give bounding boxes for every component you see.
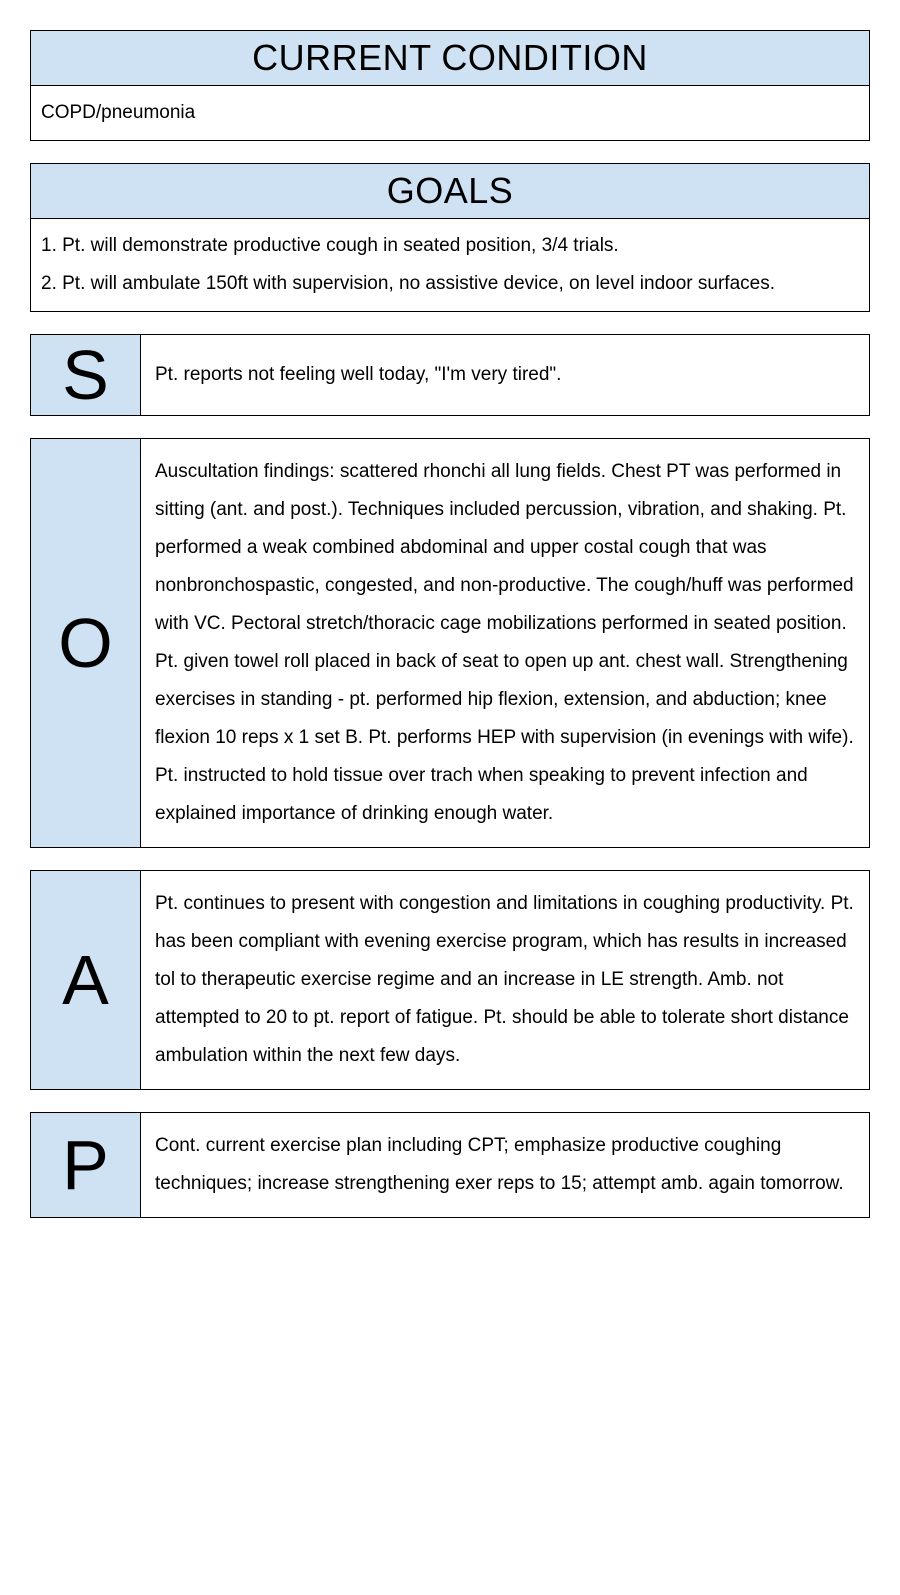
soap-o-content: Auscultation findings: scattered rhonchi… [141,439,869,847]
current-condition-section: CURRENT CONDITION COPD/pneumonia [30,30,870,141]
soap-p-row: P Cont. current exercise plan including … [30,1112,870,1218]
goal-item: 1. Pt. will demonstrate productive cough… [41,227,859,265]
goals-header: GOALS [31,164,869,219]
soap-a-row: A Pt. continues to present with congesti… [30,870,870,1090]
goals-body: 1. Pt. will demonstrate productive cough… [31,219,869,311]
soap-s-row: S Pt. reports not feeling well today, "I… [30,334,870,416]
goals-section: GOALS 1. Pt. will demonstrate productive… [30,163,870,312]
soap-s-text: Pt. reports not feeling well today, "I'm… [155,356,855,394]
soap-letter-o: O [31,439,141,847]
soap-a-content: Pt. continues to present with congestion… [141,871,869,1089]
soap-p-text: Cont. current exercise plan including CP… [155,1127,855,1203]
soap-o-text: Auscultation findings: scattered rhonchi… [155,453,855,833]
soap-a-text: Pt. continues to present with congestion… [155,885,855,1075]
goal-item: 2. Pt. will ambulate 150ft with supervis… [41,265,859,303]
soap-letter-p: P [31,1113,141,1217]
soap-s-content: Pt. reports not feeling well today, "I'm… [141,335,869,415]
soap-letter-s: S [31,335,141,415]
soap-p-content: Cont. current exercise plan including CP… [141,1113,869,1217]
soap-letter-a: A [31,871,141,1089]
current-condition-header: CURRENT CONDITION [31,31,869,86]
soap-o-row: O Auscultation findings: scattered rhonc… [30,438,870,848]
current-condition-body: COPD/pneumonia [31,86,869,140]
